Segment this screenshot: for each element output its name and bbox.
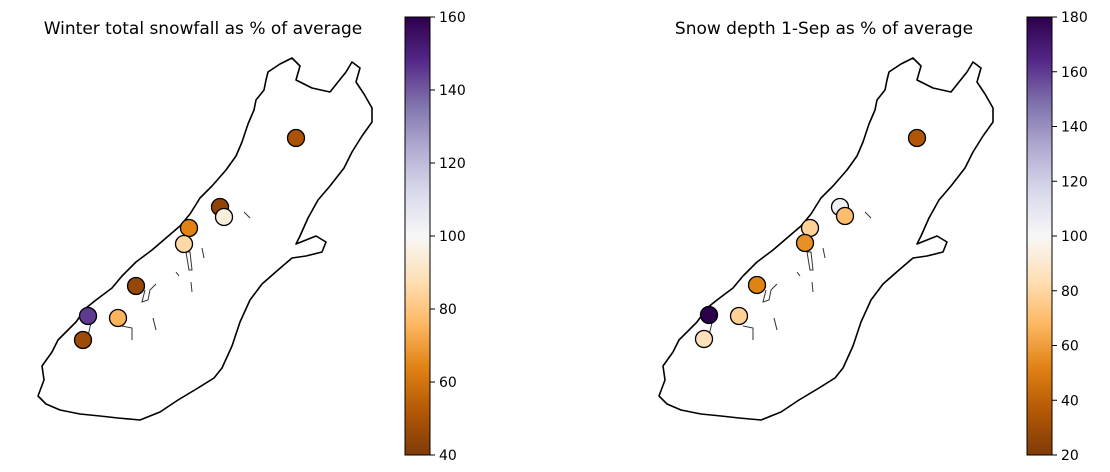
snow-depth-map-panel: Snow depth 1-Sep as % of average 20 40 60 8… (658, 10, 1088, 464)
station-marker (174, 234, 194, 254)
colorbar-tick-label: 40 (439, 448, 457, 464)
colorbar-tick-label: 60 (439, 375, 457, 391)
station-marker (108, 308, 128, 328)
snowfall-colorbar: 40 60 80 100 120 140 160 (404, 10, 466, 464)
snowfall-map-panel: Winter total snowfall as % of average 40… (37, 10, 466, 464)
station-marker (907, 128, 927, 148)
colorbar-tick-label: 100 (1061, 229, 1088, 245)
station-marker (214, 207, 234, 227)
station-marker (179, 218, 199, 238)
station-marker (286, 128, 306, 148)
station-marker (126, 276, 146, 296)
south-island-outline (658, 57, 994, 421)
colorbar-tick-label: 100 (439, 229, 466, 245)
colorbar-tick-label: 80 (439, 302, 457, 318)
colorbar-gradient (1026, 16, 1053, 456)
colorbar-tick-label: 120 (439, 156, 466, 172)
station-marker (835, 206, 855, 226)
station-marker (78, 306, 98, 326)
colorbar-tick-label: 120 (1061, 174, 1088, 190)
colorbar-tick-label: 140 (1061, 120, 1088, 136)
colorbar-tick-label: 60 (1061, 339, 1079, 355)
station-marker (73, 330, 93, 350)
colorbar-gradient (404, 16, 431, 456)
snowfall-map-title: Winter total snowfall as % of average (44, 19, 363, 39)
colorbar-tick-label: 20 (1061, 448, 1079, 464)
snow-depth-map-title: Snow depth 1-Sep as % of average (675, 19, 973, 39)
station-marker (795, 233, 815, 253)
station-marker (747, 275, 767, 295)
colorbar-tick-label: 80 (1061, 284, 1079, 300)
snow-depth-station-markers (694, 128, 927, 349)
station-marker (729, 306, 749, 326)
snow-depth-colorbar: 20 40 60 80 100 120 140 160 180 (1026, 10, 1088, 464)
colorbar-tick-label: 160 (439, 10, 466, 26)
colorbar-tick-label: 160 (1061, 65, 1088, 81)
colorbar-tick-label: 140 (439, 83, 466, 99)
snowfall-station-markers (73, 128, 306, 350)
south-island-outline (37, 57, 373, 421)
colorbar-tick-label: 180 (1061, 10, 1088, 26)
colorbar-tick-label: 40 (1061, 393, 1079, 409)
station-marker (699, 305, 719, 325)
station-marker (694, 329, 714, 349)
